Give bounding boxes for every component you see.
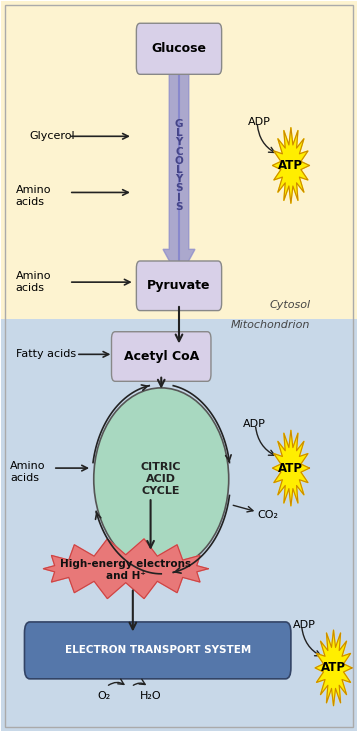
Polygon shape (315, 630, 352, 706)
Text: ATP: ATP (279, 159, 303, 172)
FancyBboxPatch shape (136, 261, 222, 310)
FancyArrow shape (163, 69, 195, 278)
Text: O₂: O₂ (98, 691, 111, 701)
Text: ADP: ADP (248, 116, 271, 127)
Text: Pyruvate: Pyruvate (147, 280, 211, 292)
FancyBboxPatch shape (1, 318, 357, 731)
FancyBboxPatch shape (1, 1, 357, 318)
Text: Amino
acids: Amino acids (16, 185, 51, 207)
Text: G
L
Y
C
O
L
Y
S
I
S: G L Y C O L Y S I S (175, 119, 183, 212)
Text: High-energy electrons: High-energy electrons (60, 559, 191, 569)
FancyBboxPatch shape (111, 332, 211, 381)
Polygon shape (43, 539, 208, 599)
Text: Mitochondrion: Mitochondrion (231, 320, 310, 330)
Text: ELECTRON TRANSPORT SYSTEM: ELECTRON TRANSPORT SYSTEM (64, 646, 251, 655)
Text: CO₂: CO₂ (257, 510, 278, 520)
Text: Glucose: Glucose (151, 42, 207, 56)
Text: Cytosol: Cytosol (269, 300, 310, 310)
FancyBboxPatch shape (136, 23, 222, 75)
Polygon shape (272, 127, 309, 203)
FancyBboxPatch shape (24, 622, 291, 679)
Text: CITRIC
ACID
CYCLE: CITRIC ACID CYCLE (141, 462, 182, 496)
Text: Amino
acids: Amino acids (16, 272, 51, 293)
Text: ATP: ATP (279, 462, 303, 474)
Text: and H⁺: and H⁺ (106, 571, 146, 581)
Text: H₂O: H₂O (140, 691, 161, 701)
Text: Fatty acids: Fatty acids (16, 349, 76, 359)
Text: ATP: ATP (321, 662, 346, 674)
Text: Acetyl CoA: Acetyl CoA (124, 350, 199, 363)
Text: ADP: ADP (293, 620, 315, 630)
Ellipse shape (94, 388, 229, 570)
Polygon shape (272, 430, 309, 506)
Text: ADP: ADP (243, 419, 266, 430)
Text: Glycerol: Glycerol (30, 131, 76, 141)
Text: Amino
acids: Amino acids (10, 461, 46, 482)
